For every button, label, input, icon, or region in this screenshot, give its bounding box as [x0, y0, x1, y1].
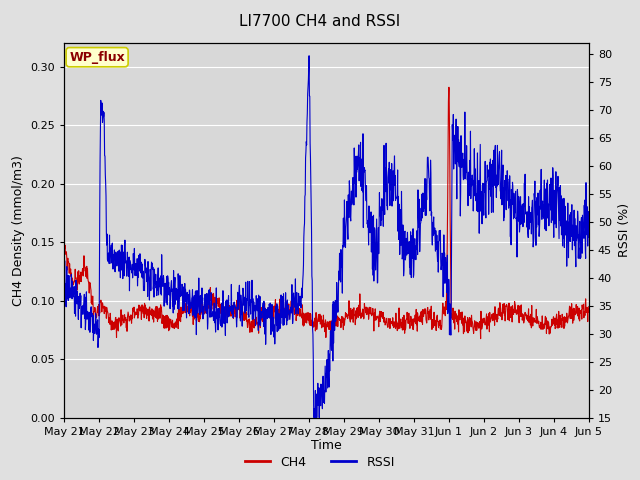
Y-axis label: RSSI (%): RSSI (%): [618, 204, 630, 257]
Y-axis label: CH4 Density (mmol/m3): CH4 Density (mmol/m3): [12, 155, 25, 306]
X-axis label: Time: Time: [311, 439, 342, 453]
Text: WP_flux: WP_flux: [69, 51, 125, 64]
Legend: CH4, RSSI: CH4, RSSI: [240, 451, 400, 474]
Text: LI7700 CH4 and RSSI: LI7700 CH4 and RSSI: [239, 14, 401, 29]
